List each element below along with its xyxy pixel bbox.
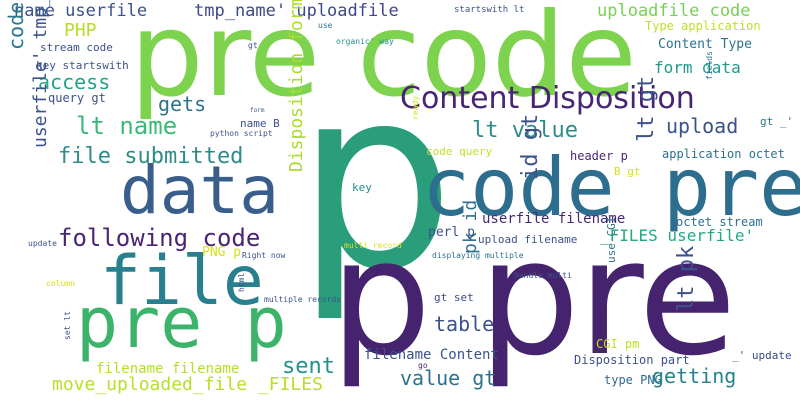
word-multi-record: multi record bbox=[344, 241, 402, 250]
word-form-data: form data bbox=[654, 58, 741, 77]
word-id-gt: id gt bbox=[518, 113, 543, 180]
word-right-now: Right now bbox=[242, 251, 286, 260]
word-getting: getting bbox=[652, 364, 737, 388]
word-lt-value: lt value bbox=[472, 118, 578, 143]
word-p-large: p bbox=[296, 34, 455, 325]
word-upload: upload bbox=[666, 114, 739, 138]
word-organic-way: organic' way bbox=[336, 37, 394, 46]
word-content-type: Content Type bbox=[658, 37, 752, 52]
word-fields: fields bbox=[705, 51, 714, 80]
word-ready: ready bbox=[411, 95, 420, 120]
word-lt-name: lt name bbox=[76, 112, 178, 140]
word-key-startswith: key startswith bbox=[36, 59, 129, 72]
word-file: file bbox=[100, 242, 264, 321]
word-sent: sent bbox=[282, 354, 335, 379]
word-files-userfile: _FILES userfile' bbox=[600, 226, 755, 245]
word-code-move-uploaded-file: code move_uploaded_file bbox=[4, 0, 28, 50]
word-p-pre: p pre bbox=[330, 204, 737, 391]
word-filename-content: filename Content bbox=[364, 347, 499, 363]
word-content-disposition: Content Disposition bbox=[400, 81, 695, 116]
word-header-p: header p bbox=[570, 149, 628, 163]
word-gt-set: gt set bbox=[434, 291, 474, 304]
word-userfile-filename: userfile filename bbox=[482, 211, 626, 227]
word-uploadfile-code: uploadfile code bbox=[597, 1, 751, 21]
word-update-tick: _' update bbox=[732, 349, 792, 362]
word-octet-stream: octet stream bbox=[676, 215, 763, 229]
word-gets: gets bbox=[158, 92, 207, 116]
word-displaying-multiple: displaying multiple bbox=[432, 251, 524, 260]
word-go: go bbox=[418, 361, 428, 370]
word-access: access bbox=[38, 70, 111, 94]
word-perl-p: perl p bbox=[428, 225, 475, 240]
word-disposition-part: Disposition part bbox=[574, 353, 690, 367]
word-pre-code: pre code bbox=[130, 0, 637, 123]
word-handle-multi: handle multi bbox=[514, 271, 572, 280]
word-type-png: type PNG bbox=[604, 373, 662, 387]
word-code-pre: code pre bbox=[422, 141, 800, 234]
word-php: PHP bbox=[64, 20, 97, 41]
word-set-lt: set lt bbox=[63, 311, 72, 340]
word-type-application: Type application bbox=[645, 19, 761, 33]
word-update: update bbox=[28, 239, 57, 248]
word-lt-gt: lt gt bbox=[634, 75, 659, 142]
word-python-script: python script bbox=[210, 129, 273, 138]
word-lt-pk: lt pk bbox=[674, 245, 699, 312]
word-cgi-pm: CGI pm bbox=[596, 337, 640, 351]
word-key: key bbox=[352, 181, 372, 194]
word-application-octet: application octet bbox=[662, 147, 785, 161]
word-gt-underscore: gt _' bbox=[760, 115, 794, 128]
word-column: column bbox=[46, 279, 75, 288]
word-userfile-tmp-name: userfile' tmp_name' bbox=[30, 0, 51, 148]
word-html: html bbox=[237, 272, 246, 292]
word-table: table bbox=[434, 312, 495, 336]
word-tmp-name-uploadfile: tmp_name' uploadfile bbox=[194, 1, 399, 21]
word-multiple-records: multiple records bbox=[264, 295, 342, 304]
word-startswith-lt: startswith lt bbox=[454, 5, 525, 15]
word-filename-filename: filename filename bbox=[96, 361, 240, 377]
word-code-query: code query bbox=[426, 145, 493, 158]
word-query-gt: query gt bbox=[48, 91, 106, 105]
word-form: form bbox=[250, 107, 265, 114]
word-move-uploaded-files: move_uploaded_file _FILES bbox=[52, 374, 323, 395]
word-following-code: following code bbox=[58, 224, 261, 252]
word-name-userfile: name userfile bbox=[14, 1, 148, 21]
word-pre-p: pre p bbox=[76, 282, 287, 364]
word-name-b: name B bbox=[240, 117, 280, 130]
word-value-gt: value gt bbox=[400, 366, 497, 390]
word-use: use bbox=[318, 21, 333, 30]
word-data: data bbox=[120, 152, 279, 229]
word-use-cgi: use CGI bbox=[605, 216, 618, 263]
word-file-submitted: file submitted bbox=[58, 144, 244, 169]
word-png-p: PNG p bbox=[202, 245, 242, 260]
word-upload-filename: upload filename bbox=[478, 233, 578, 246]
word-gt-small: gt bbox=[248, 41, 258, 50]
word-disposition-form: Disposition form bbox=[286, 0, 307, 172]
word-b-gt: B gt bbox=[614, 165, 641, 178]
word-stream-code: stream code bbox=[40, 41, 113, 54]
